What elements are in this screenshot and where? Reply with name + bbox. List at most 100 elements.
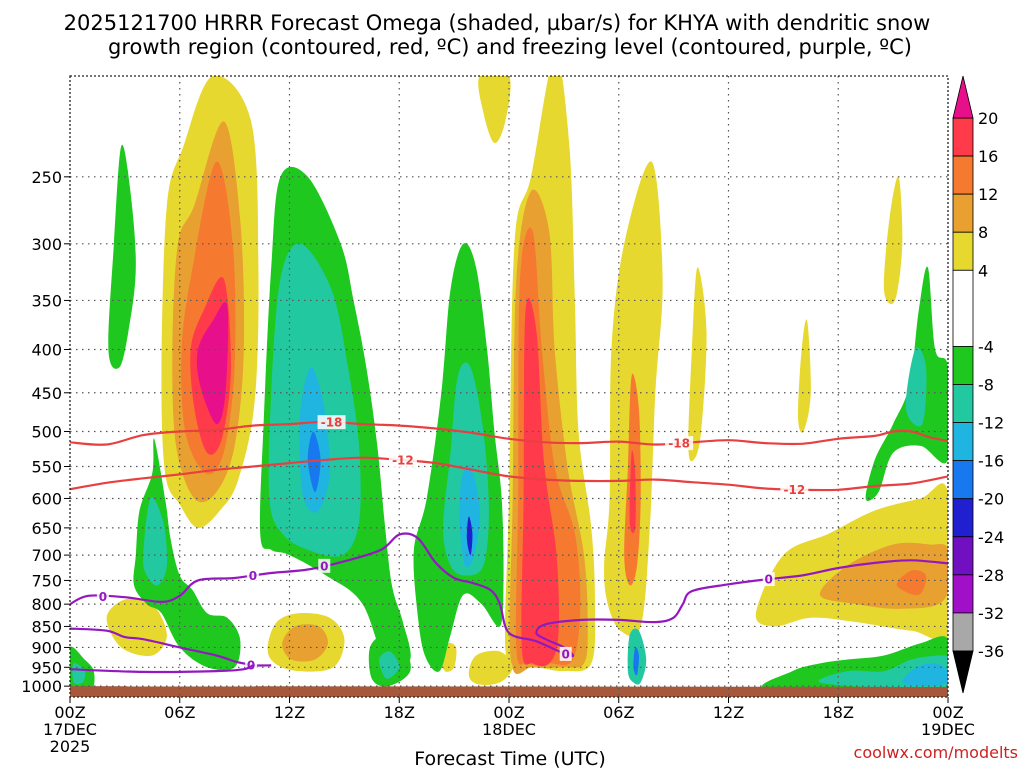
- contour-label-bg: [388, 453, 417, 468]
- y-tick-label: 350: [31, 291, 62, 310]
- omega-region-updraft-top-01z: [478, 76, 511, 144]
- omega-region-downdraft-upper-46z: [905, 347, 927, 427]
- contour-label-bg: [246, 568, 259, 583]
- y-tick-label: 800: [31, 595, 62, 614]
- omega-region-updraft-column-06z: [196, 301, 229, 425]
- omega-region-updraft-column-00z: [521, 297, 559, 667]
- colorbar-bin: [952, 460, 974, 500]
- contour-line-0: [70, 420, 948, 446]
- omega-region-updraft-top-39z: [797, 319, 811, 433]
- colorbar-bin: [952, 155, 974, 195]
- colorbar-label: -4: [978, 337, 994, 356]
- colorbar-label: 8: [978, 223, 988, 242]
- contour-label: 0: [765, 573, 773, 587]
- omega-region-downdraft-low-17z: [379, 651, 400, 679]
- y-tick-label: 850: [31, 617, 62, 636]
- contour-label-bg: [559, 646, 572, 661]
- omega-region-updraft-low-12z: [282, 624, 328, 662]
- x-tick-label: 12Z: [713, 703, 744, 722]
- x-tick-label: 00Z: [54, 703, 85, 722]
- contour-label: -12: [784, 483, 806, 497]
- x-tick-label: 06Z: [164, 703, 195, 722]
- omega-region-updraft-top-33z: [688, 267, 707, 462]
- omega-region-updraft-low-48z: [896, 570, 927, 596]
- x-tick-label: 18Z: [823, 703, 854, 722]
- colorbar-label: 16: [978, 147, 998, 166]
- colorbar-bin: [952, 536, 974, 576]
- contour-label: 0: [562, 647, 570, 661]
- y-axis: 250 300 350 400 450 500 550 600 650 700 750 800 850 9…: [21, 168, 70, 696]
- y-tick-label: 500: [31, 422, 62, 441]
- y-tick-label: 300: [31, 235, 62, 254]
- y-tick-label: 600: [31, 489, 62, 508]
- omega-region-downdraft-column-02z: [108, 144, 136, 369]
- omega-region-downdraft-column-04z: [133, 438, 241, 671]
- colorbar-bin: [952, 422, 974, 462]
- colorbar-label: -36: [978, 642, 1004, 661]
- colorbar-bin: [952, 574, 974, 614]
- omega-region-downdraft-column-04z: [143, 497, 168, 586]
- colorbar-label: 4: [978, 261, 988, 280]
- y-tick-label: 550: [31, 457, 62, 476]
- colorbar-bin: [952, 117, 974, 157]
- contour-label: -12: [392, 454, 414, 468]
- colorbar-bin: [952, 231, 974, 271]
- y-tick-label: 400: [31, 341, 62, 360]
- colorbar-bin: [952, 612, 974, 652]
- y-tick-label: 750: [31, 571, 62, 590]
- x-tick-label: 12Z: [274, 703, 305, 722]
- y-tick-label: 250: [31, 168, 62, 187]
- colorbar-label: -20: [978, 490, 1004, 509]
- contour-label-bg: [96, 589, 109, 604]
- x-tick-label: 18DEC: [482, 720, 536, 739]
- contour-label-bg: [762, 572, 775, 587]
- omega-region-downdraft-upper-46z: [865, 266, 948, 501]
- contour-label-bg: [318, 558, 331, 573]
- x-tick-label: 00Z: [493, 703, 524, 722]
- credit-text: coolwx.com/modelts: [854, 743, 1018, 762]
- y-tick-label: 700: [31, 546, 62, 565]
- chart-title-line1: 2025121700 HRRR Forecast Omega (shaded, …: [64, 11, 931, 35]
- y-tick-label: 450: [31, 384, 62, 403]
- contour-label: 0: [99, 590, 107, 604]
- contour-label: 0: [249, 569, 257, 583]
- colorbar-label: -8: [978, 376, 994, 395]
- omega-region-downdraft-column-21z: [459, 465, 480, 568]
- contour-label-bg: [317, 415, 346, 430]
- x-tick-label: 2025: [50, 737, 91, 756]
- contour-label-bg: [780, 482, 809, 497]
- colorbar-bin: [952, 384, 974, 423]
- colorbar-bottom-arrow: [952, 650, 974, 694]
- x-axis-label: Forecast Time (UTC): [414, 748, 605, 768]
- colorbar-bin: [952, 498, 974, 538]
- omega-region-updraft-strip-07z: [629, 450, 636, 534]
- y-tick-label: 950: [31, 658, 62, 677]
- x-tick-label: 00Z: [932, 703, 963, 722]
- contour-label: -18: [668, 437, 690, 451]
- omega-region-downdraft-column-21z: [466, 516, 473, 556]
- y-tick-label: 650: [31, 519, 62, 538]
- omega-region-updraft-top-46z: [883, 176, 903, 305]
- colorbar-label: 20: [978, 109, 998, 128]
- colorbar-label: -12: [978, 414, 1004, 433]
- omega-region-downdraft-low-06z: [633, 647, 639, 676]
- contour-label: 0: [320, 559, 328, 573]
- contour-line-2: [70, 532, 948, 658]
- x-tick-label: 06Z: [603, 703, 634, 722]
- x-tick-label: 19DEC: [921, 720, 975, 739]
- colorbar-top-arrow: [952, 75, 974, 119]
- colorbar-label: -32: [978, 604, 1004, 623]
- omega-region-downdraft-low-45z: [902, 663, 948, 687]
- contour-label: -18: [321, 416, 343, 430]
- y-tick-label: 1000: [21, 677, 62, 696]
- colorbar-bin: [952, 193, 974, 233]
- colorbar-bin: [952, 269, 974, 347]
- colorbar-label: -16: [978, 452, 1004, 471]
- x-tick-label: 17DEC: [43, 720, 97, 739]
- colorbar: 20 16 12 8 4 -4 -8 -12 -16 -20 -24 -28 -32 -36: [952, 75, 1004, 694]
- y-tick-label: 900: [31, 638, 62, 657]
